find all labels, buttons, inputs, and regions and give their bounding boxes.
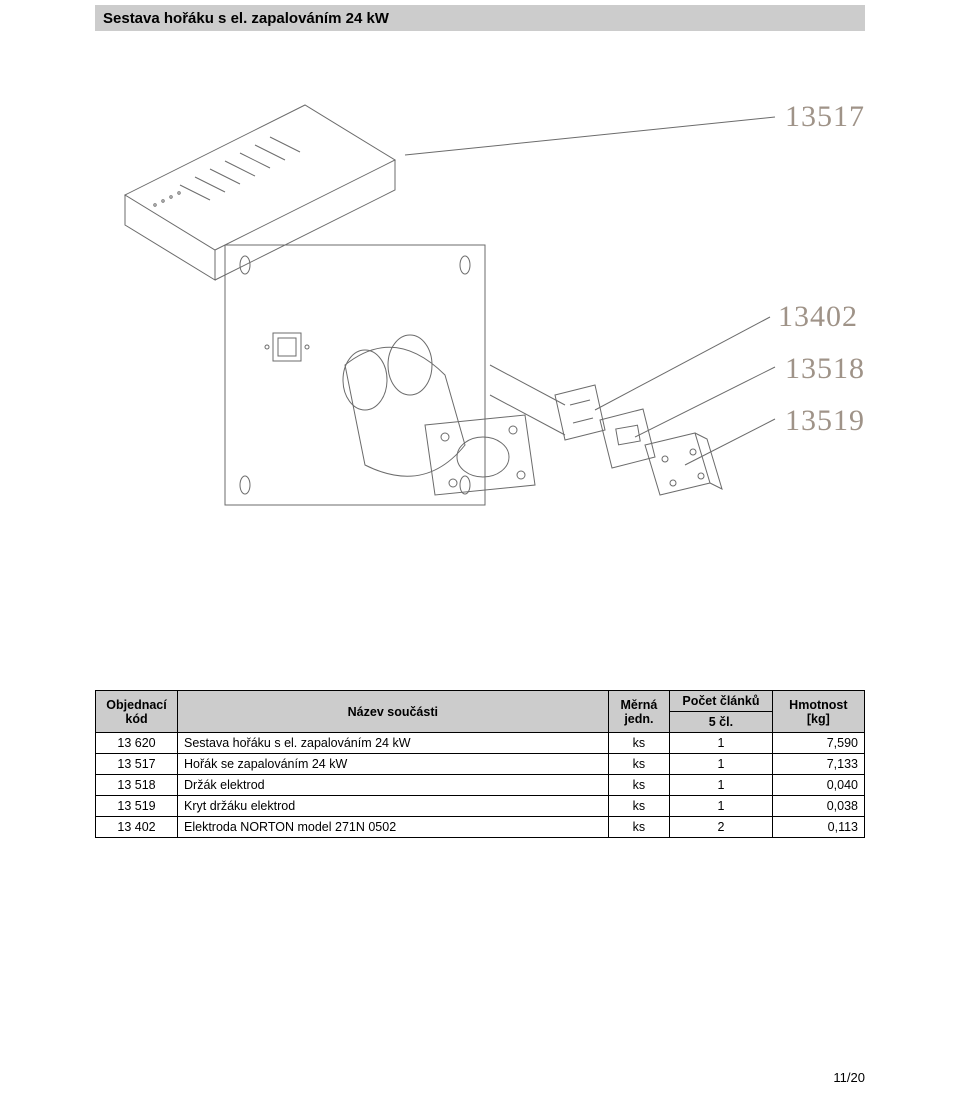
cell-pocet: 2 — [670, 817, 773, 838]
page-title: Sestava hořáku s el. zapalováním 24 kW — [103, 10, 389, 27]
cell-kod: 13 518 — [96, 775, 178, 796]
cell-nazev: Držák elektrod — [178, 775, 609, 796]
page-number: 11/20 — [833, 1070, 865, 1085]
cell-nazev: Sestava hořáku s el. zapalováním 24 kW — [178, 733, 609, 754]
table-row: 13 518 Držák elektrod ks 1 0,040 — [96, 775, 865, 796]
cell-nazev: Hořák se zapalováním 24 kW — [178, 754, 609, 775]
table-header-row-1: Objednací kód Název součásti Měrná jedn.… — [96, 691, 865, 712]
cell-jedn: ks — [608, 733, 670, 754]
table-row: 13 517 Hořák se zapalováním 24 kW ks 1 7… — [96, 754, 865, 775]
th-kod-top: Objednací — [106, 698, 166, 712]
cell-kod: 13 517 — [96, 754, 178, 775]
cell-hm: 7,590 — [772, 733, 864, 754]
callout-13402: 13402 — [778, 300, 858, 334]
table-row: 13 402 Elektroda NORTON model 271N 0502 … — [96, 817, 865, 838]
diagram-svg — [95, 65, 865, 575]
callout-13519: 13519 — [785, 404, 865, 438]
cell-pocet: 1 — [670, 775, 773, 796]
exploded-diagram: 13517 13402 13518 13519 — [95, 65, 865, 575]
cell-hm: 7,133 — [772, 754, 864, 775]
th-kod: Objednací kód — [96, 691, 178, 733]
parts-table: Objednací kód Název součásti Měrná jedn.… — [95, 690, 865, 838]
cell-jedn: ks — [608, 754, 670, 775]
table-row: 13 519 Kryt držáku elektrod ks 1 0,038 — [96, 796, 865, 817]
th-kod-bot: kód — [125, 712, 147, 726]
cell-hm: 0,113 — [772, 817, 864, 838]
th-pocet-bot: 5 čl. — [670, 712, 773, 733]
th-jedn: Měrná jedn. — [608, 691, 670, 733]
cell-hm: 0,040 — [772, 775, 864, 796]
th-hm: Hmotnost [kg] — [772, 691, 864, 733]
th-hm-top: Hmotnost — [789, 698, 847, 712]
cell-kod: 13 620 — [96, 733, 178, 754]
callout-13518: 13518 — [785, 352, 865, 386]
cell-jedn: ks — [608, 775, 670, 796]
cell-pocet: 1 — [670, 754, 773, 775]
cell-nazev: Kryt držáku elektrod — [178, 796, 609, 817]
cell-pocet: 1 — [670, 733, 773, 754]
cell-nazev: Elektroda NORTON model 271N 0502 — [178, 817, 609, 838]
th-jedn-bot: jedn. — [624, 712, 653, 726]
cell-kod: 13 519 — [96, 796, 178, 817]
cell-jedn: ks — [608, 796, 670, 817]
th-hm-bot: [kg] — [807, 712, 830, 726]
cell-hm: 0,038 — [772, 796, 864, 817]
cell-jedn: ks — [608, 817, 670, 838]
th-pocet-top: Počet článků — [670, 691, 773, 712]
cell-pocet: 1 — [670, 796, 773, 817]
th-nazev: Název součásti — [178, 691, 609, 733]
th-jedn-top: Měrná — [620, 698, 657, 712]
page-title-bar: Sestava hořáku s el. zapalováním 24 kW — [95, 5, 865, 31]
table-row: 13 620 Sestava hořáku s el. zapalováním … — [96, 733, 865, 754]
callout-13517: 13517 — [785, 100, 865, 134]
cell-kod: 13 402 — [96, 817, 178, 838]
